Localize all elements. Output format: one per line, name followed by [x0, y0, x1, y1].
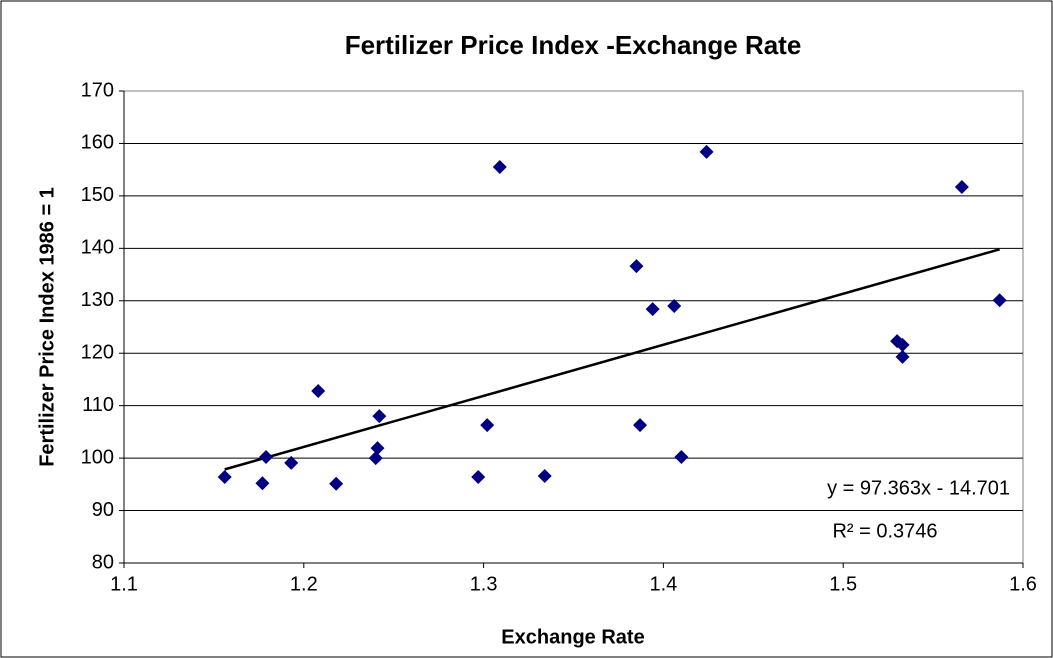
y-tick-label: 170: [81, 79, 114, 101]
chart-title: Fertilizer Price Index -Exchange Rate: [345, 30, 802, 60]
point: [492, 160, 507, 175]
y-tick-label: 120: [81, 342, 114, 364]
x-tick-label: 1.4: [649, 573, 677, 595]
point: [372, 409, 387, 424]
point: [537, 468, 552, 483]
point: [633, 418, 648, 433]
point: [954, 179, 969, 194]
y-axis-label: Fertilizer Price Index 1986 = 1: [36, 187, 58, 467]
y-tick-label: 100: [81, 446, 114, 468]
point: [895, 349, 910, 364]
trendline: [224, 248, 1000, 471]
x-tick-label: 1.3: [470, 573, 498, 595]
x-tick-label: 1.5: [829, 573, 857, 595]
x-axis-label: Exchange Rate: [501, 626, 644, 648]
y-tick-label: 80: [92, 551, 114, 573]
x-tick-label: 1.2: [290, 573, 318, 595]
point: [370, 441, 385, 456]
point: [471, 469, 486, 484]
point: [259, 450, 274, 465]
y-tick-label: 160: [81, 132, 114, 154]
plot-area: [123, 90, 1024, 564]
point: [992, 293, 1007, 308]
y-tick-label: 140: [81, 237, 114, 259]
y-tick-label: 130: [81, 289, 114, 311]
point: [699, 144, 714, 159]
r-squared: R² = 0.3746: [832, 520, 937, 542]
y-tick-label: 150: [81, 184, 114, 206]
point: [895, 337, 910, 352]
point: [255, 476, 270, 491]
point: [329, 476, 344, 491]
x-tick-label: 1.1: [110, 573, 138, 595]
y-tick-label: 110: [82, 394, 114, 416]
point: [368, 451, 383, 466]
y-tick-label: 90: [92, 499, 114, 521]
x-tick-label: 1.6: [1009, 573, 1037, 595]
point: [217, 469, 232, 484]
point: [284, 455, 299, 470]
point: [645, 302, 660, 317]
point: [629, 259, 644, 274]
trendline-equation: y = 97.363x - 14.701: [827, 477, 1010, 499]
point: [674, 450, 689, 465]
point: [480, 418, 495, 433]
point: [667, 299, 682, 314]
point: [311, 383, 326, 398]
